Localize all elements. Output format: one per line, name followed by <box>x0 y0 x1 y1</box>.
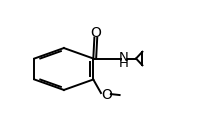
Text: H: H <box>119 57 129 70</box>
Text: N: N <box>119 51 129 64</box>
Text: O: O <box>102 88 113 102</box>
Text: O: O <box>90 26 101 40</box>
